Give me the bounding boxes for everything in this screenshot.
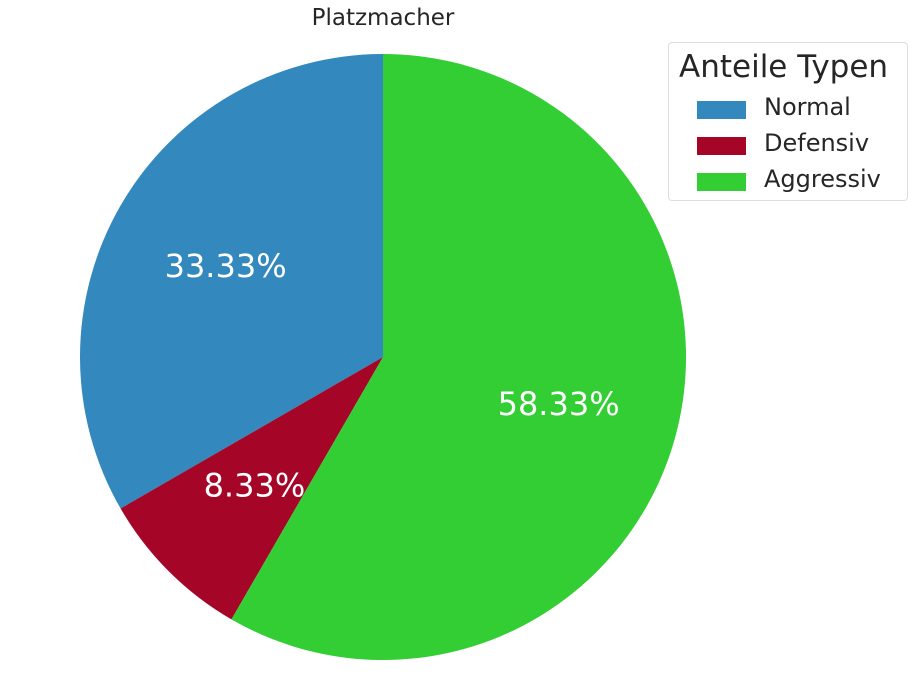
legend-title: Anteile Typen [679,49,889,85]
legend-label: Aggressiv [764,165,881,193]
slice-label-aggressiv: 58.33% [498,385,620,423]
pie-slice-aggressiv [231,54,687,660]
slice-label-normal: 33.33% [165,247,287,285]
legend: Anteile Typen Normal Defensiv Aggressiv [668,42,908,201]
legend-label: Normal [764,93,851,121]
legend-label: Defensiv [764,129,870,157]
chart-title: Platzmacher [312,5,455,31]
legend-swatch [697,137,746,155]
legend-swatch [697,101,746,119]
pie-slice-normal [79,54,383,509]
pie-slices [79,54,687,660]
legend-swatch [697,173,746,191]
slice-label-defensiv: 8.33% [204,467,306,505]
pie-slice-labels: 33.33% 8.33% 58.33% [165,247,620,504]
pie-slice-defensiv [120,357,383,620]
